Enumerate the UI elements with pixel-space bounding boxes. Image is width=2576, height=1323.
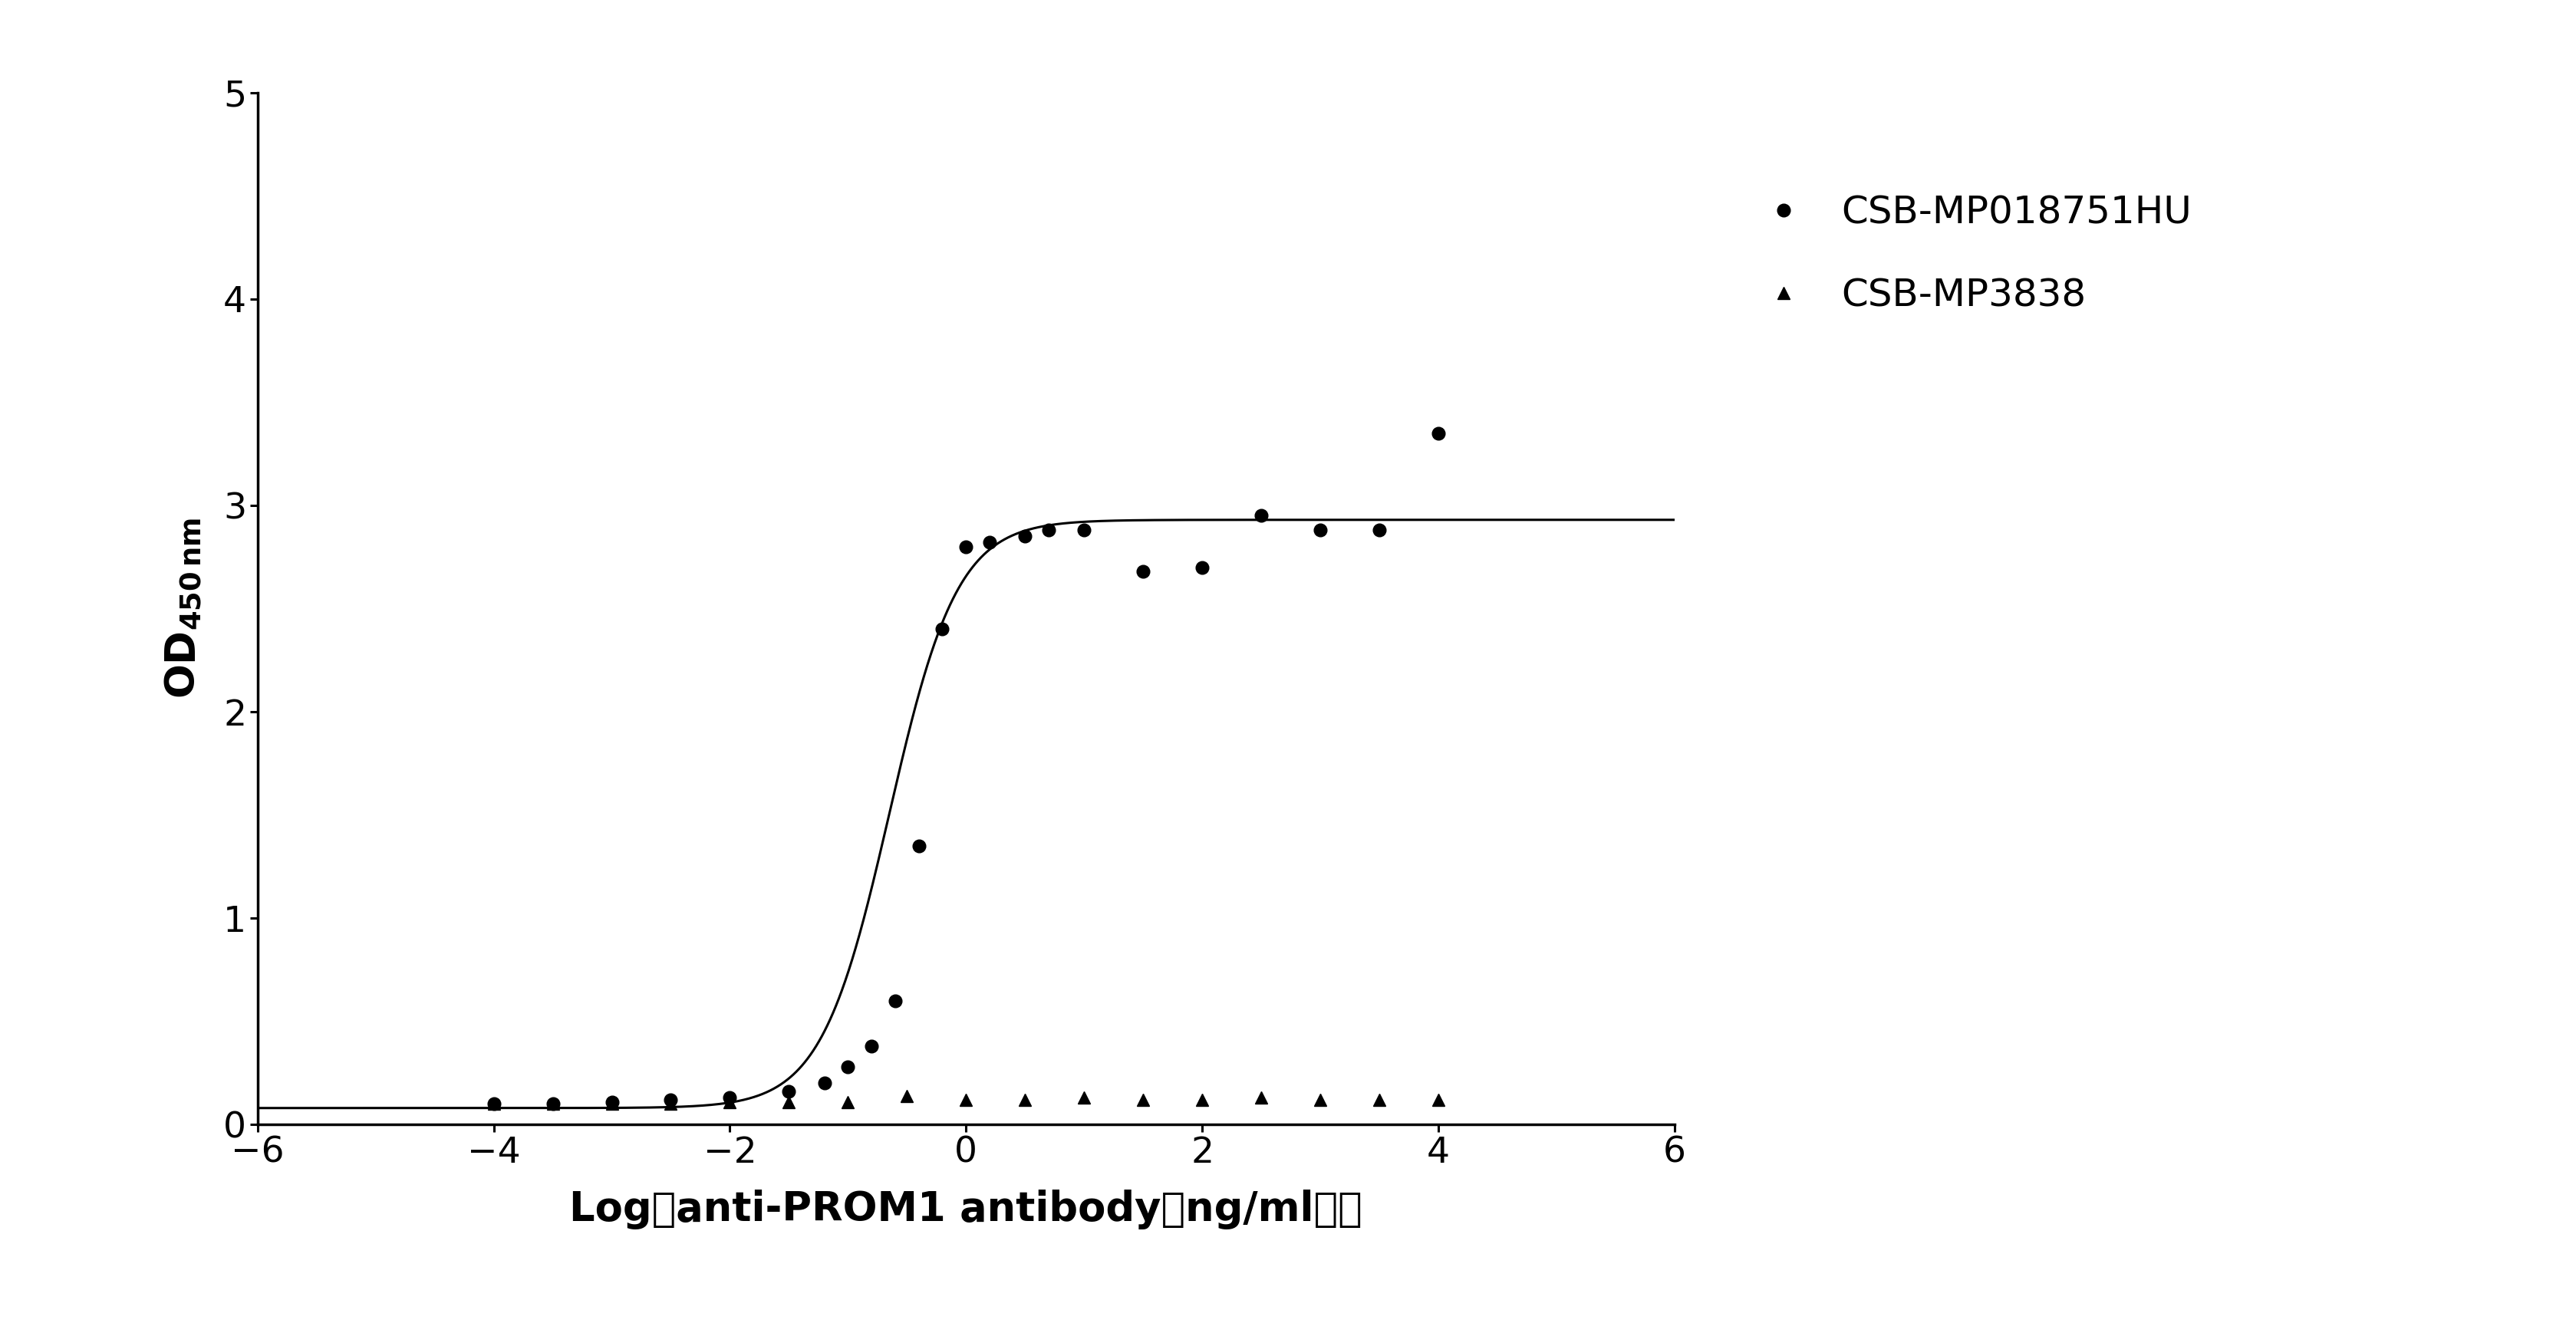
CSB-MP018751HU [1188, 560, 1218, 576]
CSB-MP3838 [773, 1094, 804, 1110]
CSB-MP3838 [1069, 1090, 1100, 1106]
CSB-MP018751HU [1247, 508, 1278, 524]
CSB-MP3838 [598, 1095, 629, 1111]
CSB-MP018751HU [1069, 523, 1100, 538]
CSB-MP3838 [891, 1088, 922, 1103]
CSB-MP018751HU [479, 1095, 510, 1111]
CSB-MP3838 [479, 1095, 510, 1111]
CSB-MP3838 [1247, 1090, 1278, 1106]
Line: CSB-MP018751HU: CSB-MP018751HU [487, 427, 1445, 1110]
CSB-MP018751HU [1306, 523, 1337, 538]
CSB-MP018751HU [881, 992, 912, 1008]
CSB-MP018751HU [598, 1094, 629, 1110]
CSB-MP018751HU [1010, 528, 1041, 544]
CSB-MP018751HU [1128, 564, 1159, 579]
Line: CSB-MP3838: CSB-MP3838 [487, 1089, 1445, 1110]
CSB-MP018751HU [1363, 523, 1394, 538]
CSB-MP018751HU [714, 1090, 744, 1106]
CSB-MP018751HU [951, 538, 981, 554]
Legend: CSB-MP018751HU, CSB-MP3838: CSB-MP018751HU, CSB-MP3838 [1765, 194, 2192, 314]
CSB-MP018751HU [927, 622, 958, 638]
CSB-MP018751HU [855, 1039, 886, 1054]
CSB-MP3838 [654, 1095, 685, 1111]
CSB-MP018751HU [974, 534, 1005, 550]
Y-axis label: OD$_{\mathbf{450\,nm}}$: OD$_{\mathbf{450\,nm}}$ [162, 519, 204, 699]
CSB-MP3838 [1188, 1091, 1218, 1107]
CSB-MP018751HU [832, 1058, 863, 1074]
CSB-MP018751HU [1422, 425, 1453, 441]
CSB-MP3838 [1422, 1091, 1453, 1107]
CSB-MP018751HU [809, 1076, 840, 1091]
CSB-MP018751HU [773, 1084, 804, 1099]
X-axis label: Log（anti-PROM1 antibody（ng/ml））: Log（anti-PROM1 antibody（ng/ml）） [569, 1189, 1363, 1229]
CSB-MP3838 [951, 1091, 981, 1107]
CSB-MP018751HU [654, 1091, 685, 1107]
CSB-MP3838 [832, 1094, 863, 1110]
CSB-MP3838 [1128, 1091, 1159, 1107]
CSB-MP018751HU [904, 837, 935, 853]
CSB-MP3838 [1010, 1091, 1041, 1107]
CSB-MP3838 [714, 1094, 744, 1110]
CSB-MP018751HU [538, 1095, 569, 1111]
CSB-MP3838 [538, 1095, 569, 1111]
CSB-MP3838 [1363, 1091, 1394, 1107]
CSB-MP018751HU [1033, 523, 1064, 538]
CSB-MP3838 [1306, 1091, 1337, 1107]
